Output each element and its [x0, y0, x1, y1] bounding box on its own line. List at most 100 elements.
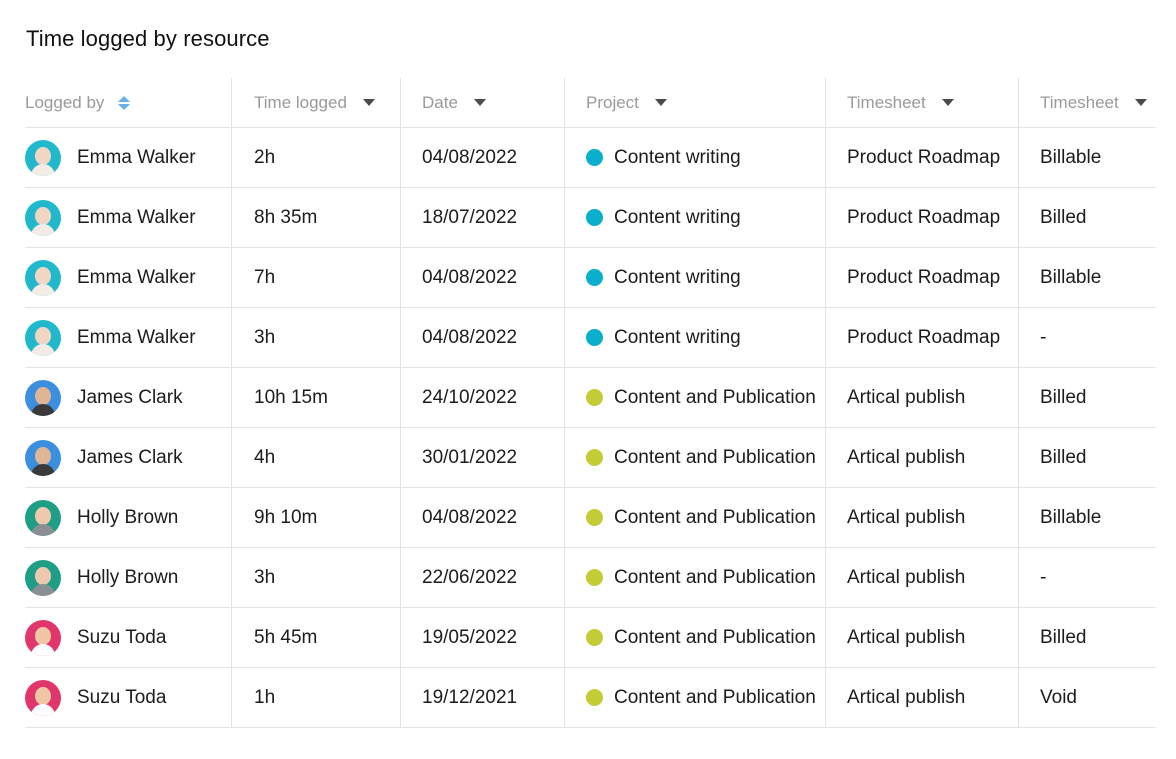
- table-row[interactable]: Emma Walker 2h 04/08/2022 Content writin…: [25, 128, 1156, 188]
- column-header-timesheet[interactable]: Timesheet: [826, 78, 1019, 127]
- table-row[interactable]: Emma Walker 7h 04/08/2022 Content writin…: [25, 248, 1156, 308]
- column-label: Time logged: [254, 92, 347, 112]
- project-name: Content and Publication: [614, 686, 816, 708]
- project-cell: Content and Publication: [565, 608, 826, 667]
- project-name: Content and Publication: [614, 566, 816, 588]
- timesheet-name: Product Roadmap: [847, 266, 1001, 288]
- timesheet-status-cell: Billed: [1019, 608, 1156, 667]
- project-name: Content writing: [614, 266, 741, 288]
- timesheet-status-cell: Billable: [1019, 128, 1156, 187]
- time-logged-value: 8h 35m: [254, 206, 318, 228]
- holly-avatar: [25, 499, 61, 536]
- resource-name: James Clark: [77, 446, 183, 468]
- timesheet-status-cell: Billed: [1019, 188, 1156, 247]
- table-row[interactable]: James Clark 4h 30/01/2022 Content and Pu…: [25, 428, 1156, 488]
- timesheet-status: Billed: [1040, 626, 1087, 648]
- table-row[interactable]: Suzu Toda 1h 19/12/2021 Content and Publ…: [25, 668, 1156, 728]
- project-cell: Content and Publication: [565, 548, 826, 607]
- project-cell: Content writing: [565, 248, 826, 307]
- project-cell: Content writing: [565, 188, 826, 247]
- holly-avatar: [25, 559, 61, 596]
- dropdown-arrow-icon[interactable]: [941, 99, 954, 106]
- project-cell: Content and Publication: [565, 488, 826, 547]
- dropdown-arrow-icon[interactable]: [654, 99, 667, 106]
- timesheet-name: Product Roadmap: [847, 146, 1001, 168]
- timesheet-status-cell: -: [1019, 308, 1156, 367]
- resource-name: Emma Walker: [77, 146, 196, 168]
- table-row[interactable]: Emma Walker 3h 04/08/2022 Content writin…: [25, 308, 1156, 368]
- time-logged-value: 10h 15m: [254, 386, 328, 408]
- column-header-time-logged[interactable]: Time logged: [232, 78, 401, 127]
- logged-by-cell: James Clark: [25, 368, 232, 427]
- timesheet-status-cell: Void: [1019, 668, 1156, 727]
- project-cell: Content and Publication: [565, 428, 826, 487]
- table-header-row: Logged by Time logged Date Project Times…: [25, 78, 1156, 128]
- timesheet-status: -: [1040, 326, 1047, 348]
- dropdown-arrow-icon[interactable]: [1134, 99, 1147, 106]
- resource-name: Suzu Toda: [77, 686, 167, 708]
- table-row[interactable]: James Clark 10h 15m 24/10/2022 Content a…: [25, 368, 1156, 428]
- suzu-avatar: [25, 619, 61, 656]
- timesheet-name: Artical publish: [847, 386, 966, 408]
- project-color-dot: [586, 149, 603, 166]
- date-cell: 04/08/2022: [401, 248, 565, 307]
- timesheet-cell: Product Roadmap: [826, 248, 1019, 307]
- project-name: Content writing: [614, 206, 741, 228]
- timesheet-cell: Product Roadmap: [826, 128, 1019, 187]
- resource-name: Suzu Toda: [77, 626, 167, 648]
- timesheet-status: Void: [1040, 686, 1077, 708]
- column-label: Logged by: [25, 92, 105, 112]
- column-label: Project: [586, 92, 639, 112]
- dropdown-arrow-icon[interactable]: [362, 99, 375, 106]
- column-label: Date: [422, 92, 458, 112]
- date-cell: 04/08/2022: [401, 308, 565, 367]
- project-cell: Content writing: [565, 308, 826, 367]
- project-color-dot: [586, 329, 603, 346]
- project-cell: Content writing: [565, 128, 826, 187]
- time-logged-cell: 4h: [232, 428, 401, 487]
- page-title: Time logged by resource: [26, 26, 270, 51]
- table-row[interactable]: Holly Brown 9h 10m 04/08/2022 Content an…: [25, 488, 1156, 548]
- project-color-dot: [586, 569, 603, 586]
- table-row[interactable]: Emma Walker 8h 35m 18/07/2022 Content wr…: [25, 188, 1156, 248]
- time-logged-cell: 8h 35m: [232, 188, 401, 247]
- time-logged-value: 2h: [254, 146, 276, 168]
- time-logged-value: 5h 45m: [254, 626, 318, 648]
- table-row[interactable]: Holly Brown 3h 22/06/2022 Content and Pu…: [25, 548, 1156, 608]
- table-row[interactable]: Suzu Toda 5h 45m 19/05/2022 Content and …: [25, 608, 1156, 668]
- column-header-project[interactable]: Project: [565, 78, 826, 127]
- logged-by-cell: Emma Walker: [25, 308, 232, 367]
- column-header-date[interactable]: Date: [401, 78, 565, 127]
- timesheet-status: Billable: [1040, 266, 1102, 288]
- project-name: Content writing: [614, 146, 741, 168]
- project-cell: Content and Publication: [565, 368, 826, 427]
- time-logged-value: 3h: [254, 566, 276, 588]
- date-cell: 18/07/2022: [401, 188, 565, 247]
- time-logged-cell: 5h 45m: [232, 608, 401, 667]
- project-cell: Content and Publication: [565, 668, 826, 727]
- logged-by-cell: Emma Walker: [25, 188, 232, 247]
- column-header-logged-by[interactable]: Logged by: [25, 78, 232, 127]
- time-logged-value: 4h: [254, 446, 276, 468]
- timesheet-name: Artical publish: [847, 686, 966, 708]
- project-name: Content and Publication: [614, 446, 816, 468]
- timesheet-status: Billable: [1040, 146, 1102, 168]
- date-value: 22/06/2022: [422, 566, 518, 588]
- project-name: Content and Publication: [614, 506, 816, 528]
- timesheet-status-cell: Billed: [1019, 428, 1156, 487]
- column-header-timesheet-status[interactable]: Timesheet: [1019, 78, 1156, 127]
- emma-avatar: [25, 319, 61, 356]
- emma-avatar: [25, 139, 61, 176]
- resource-name: Emma Walker: [77, 206, 196, 228]
- timesheet-cell: Product Roadmap: [826, 308, 1019, 367]
- timesheet-status: Billed: [1040, 386, 1087, 408]
- column-label: Timesheet: [1040, 92, 1119, 112]
- timesheet-status-cell: Billable: [1019, 488, 1156, 547]
- sort-icon[interactable]: [118, 95, 131, 110]
- time-logged-cell: 3h: [232, 548, 401, 607]
- date-cell: 19/05/2022: [401, 608, 565, 667]
- project-color-dot: [586, 689, 603, 706]
- timesheet-status-cell: Billed: [1019, 368, 1156, 427]
- dropdown-arrow-icon[interactable]: [473, 99, 486, 106]
- project-color-dot: [586, 389, 603, 406]
